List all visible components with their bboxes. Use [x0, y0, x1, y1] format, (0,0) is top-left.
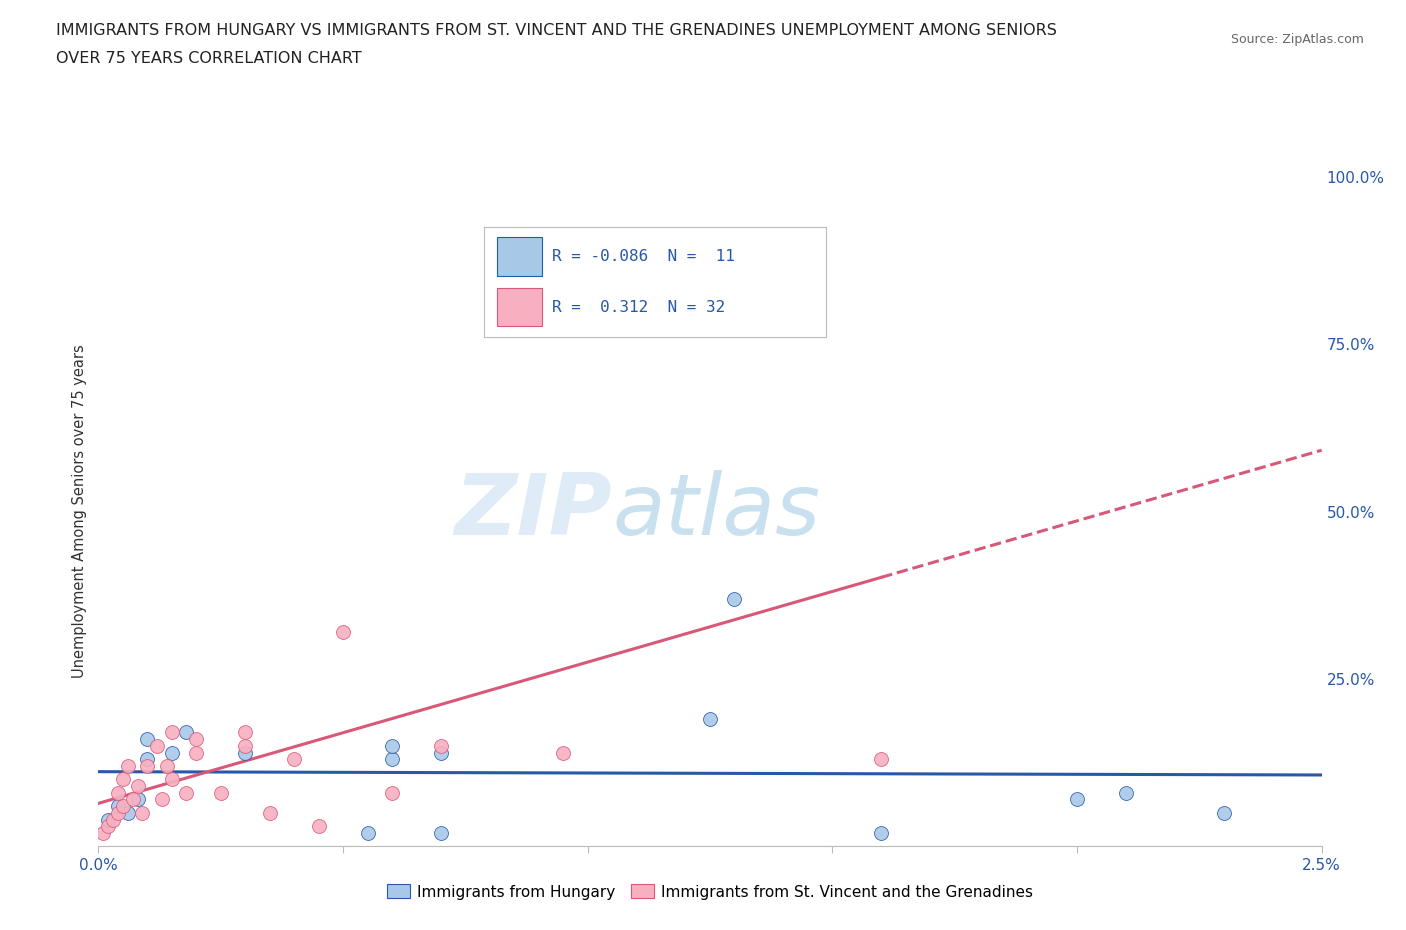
Point: [131, 805, 153, 820]
Point: [870, 826, 893, 841]
Point: [233, 738, 256, 753]
Point: [150, 792, 173, 807]
Point: [1115, 785, 1137, 800]
Point: [117, 805, 139, 820]
Point: [381, 751, 404, 766]
Point: [127, 792, 149, 807]
Point: [209, 785, 232, 800]
Point: [176, 725, 198, 740]
Point: [111, 799, 134, 814]
Point: [107, 785, 129, 800]
Point: [136, 732, 159, 747]
Point: [381, 738, 404, 753]
Point: [723, 283, 745, 298]
Point: [156, 759, 179, 774]
Point: [381, 785, 404, 800]
Point: [160, 745, 183, 760]
Y-axis label: Unemployment Among Seniors over 75 years: Unemployment Among Seniors over 75 years: [72, 345, 87, 678]
Point: [136, 751, 159, 766]
Point: [332, 625, 354, 640]
Point: [430, 738, 453, 753]
Point: [233, 725, 256, 740]
Point: [91, 826, 114, 841]
Point: [160, 725, 183, 740]
Point: [107, 799, 129, 814]
Point: [176, 785, 198, 800]
Point: [259, 805, 281, 820]
Point: [186, 732, 208, 747]
Point: [308, 818, 330, 833]
Point: [430, 745, 453, 760]
Text: R = -0.086  N =  11: R = -0.086 N = 11: [553, 248, 735, 264]
Point: [430, 826, 453, 841]
Point: [117, 759, 139, 774]
Point: [1066, 792, 1088, 807]
Point: [699, 711, 721, 726]
Point: [160, 772, 183, 787]
Legend: Immigrants from Hungary, Immigrants from St. Vincent and the Grenadines: Immigrants from Hungary, Immigrants from…: [381, 878, 1039, 906]
Point: [146, 738, 169, 753]
Point: [1212, 805, 1234, 820]
Point: [127, 778, 149, 793]
Point: [870, 751, 893, 766]
Point: [186, 745, 208, 760]
Point: [356, 826, 378, 841]
Text: OVER 75 YEARS CORRELATION CHART: OVER 75 YEARS CORRELATION CHART: [56, 51, 361, 66]
Point: [111, 772, 134, 787]
Text: R =  0.312  N = 32: R = 0.312 N = 32: [553, 299, 725, 314]
Point: [553, 745, 575, 760]
Point: [723, 591, 745, 606]
Point: [283, 751, 305, 766]
Point: [107, 805, 129, 820]
Point: [101, 812, 124, 827]
Text: ZIP: ZIP: [454, 470, 612, 553]
Bar: [498, 237, 541, 275]
Text: Source: ZipAtlas.com: Source: ZipAtlas.com: [1230, 33, 1364, 46]
Text: IMMIGRANTS FROM HUNGARY VS IMMIGRANTS FROM ST. VINCENT AND THE GRENADINES UNEMPL: IMMIGRANTS FROM HUNGARY VS IMMIGRANTS FR…: [56, 23, 1057, 38]
Point: [233, 745, 256, 760]
Bar: [498, 287, 541, 326]
Text: atlas: atlas: [612, 470, 820, 553]
Point: [136, 759, 159, 774]
Point: [121, 792, 143, 807]
Point: [97, 812, 120, 827]
Point: [97, 818, 120, 833]
